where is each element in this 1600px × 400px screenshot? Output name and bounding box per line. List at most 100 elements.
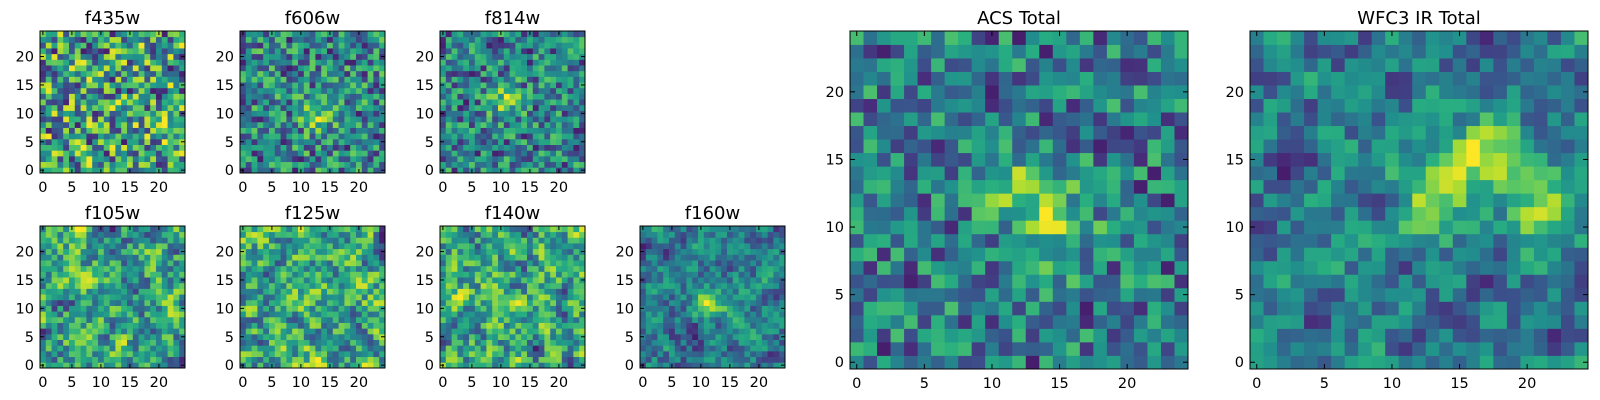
heatmap-cell <box>567 99 574 106</box>
heatmap-cell <box>486 59 493 66</box>
heatmap-cell <box>156 155 163 163</box>
heatmap-cell <box>958 260 973 275</box>
heatmap-cell <box>361 350 368 358</box>
heatmap-cell <box>251 76 258 83</box>
heatmap-cell <box>503 133 510 140</box>
heatmap-cell <box>709 350 716 358</box>
heatmap-cell <box>556 65 563 72</box>
heatmap-cell <box>480 282 487 289</box>
heatmap-cell <box>286 59 293 66</box>
heatmap-cell <box>315 356 322 363</box>
heatmap-cell <box>486 237 493 244</box>
heatmap-cell <box>492 110 499 117</box>
heatmap-cell <box>263 76 270 83</box>
heatmap-cell <box>292 138 299 145</box>
heatmap-cell <box>74 150 81 157</box>
heatmap-cell <box>63 356 70 363</box>
heatmap-cell <box>698 328 705 335</box>
heatmap-cell <box>344 133 351 140</box>
heatmap-cell <box>144 82 151 89</box>
heatmap-cell <box>556 356 563 363</box>
heatmap-cell <box>309 333 316 340</box>
heatmap-cell <box>767 345 774 352</box>
heatmap-cell <box>567 36 574 43</box>
heatmap-cell <box>150 36 157 43</box>
heatmap-cell <box>298 299 305 306</box>
heatmap-cell <box>492 121 499 128</box>
heatmap-cell <box>274 36 281 43</box>
heatmap-cell <box>86 294 93 301</box>
heatmap-cell <box>338 260 345 267</box>
heatmap-cell <box>274 110 281 117</box>
heatmap-cell <box>721 265 728 272</box>
heatmap-cell <box>480 294 487 301</box>
heatmap-cell <box>80 36 87 43</box>
heatmap-cell <box>356 299 363 306</box>
heatmap-cell <box>1120 287 1135 302</box>
heatmap-cell <box>138 93 145 100</box>
heatmap-cell <box>263 48 270 55</box>
heatmap-cell <box>315 99 322 106</box>
heatmap-cell <box>579 282 586 289</box>
heatmap-cell <box>573 362 580 369</box>
heatmap-cell <box>321 116 328 123</box>
heatmap-cell <box>469 237 476 244</box>
heatmap-cell <box>263 277 270 284</box>
heatmap-cell <box>451 82 458 89</box>
heatmap-cell <box>338 70 345 77</box>
heatmap-cell <box>521 248 528 255</box>
heatmap-cell <box>738 328 745 335</box>
heatmap-cell <box>521 231 528 238</box>
heatmap-cell <box>698 305 705 312</box>
heatmap-cell <box>161 110 168 117</box>
heatmap-cell <box>463 288 470 295</box>
heatmap-cell <box>315 31 322 38</box>
heatmap-cell <box>45 362 52 369</box>
heatmap-cell <box>257 93 264 100</box>
heatmap-cell <box>121 260 128 267</box>
heatmap-cell <box>663 333 670 340</box>
heatmap-cell <box>51 277 58 284</box>
heatmap-cell <box>98 265 105 272</box>
heatmap-cell <box>680 265 687 272</box>
heatmap-cell <box>338 144 345 151</box>
heatmap-cell <box>486 133 493 140</box>
heatmap-cell <box>440 48 447 55</box>
heatmap-cell <box>767 311 774 318</box>
heatmap-cell <box>63 93 70 100</box>
heatmap-cell <box>379 271 386 278</box>
heatmap-cell <box>109 231 116 238</box>
heatmap-cell <box>257 42 264 49</box>
heatmap-cell <box>144 305 151 312</box>
heatmap-cell <box>544 345 551 352</box>
heatmap-cell <box>332 328 339 335</box>
heatmap-cell <box>445 356 452 363</box>
heatmap-cell <box>579 48 586 55</box>
heatmap-cell <box>486 161 493 168</box>
plot-frame <box>239 225 386 369</box>
heatmap-cell <box>86 31 93 38</box>
heatmap-cell <box>773 362 780 369</box>
heatmap-cell <box>556 282 563 289</box>
heatmap-cell <box>738 277 745 284</box>
heatmap-cell <box>738 311 745 318</box>
heatmap-cell <box>367 104 374 111</box>
heatmap-cell <box>373 42 380 49</box>
heatmap-cell <box>532 121 539 128</box>
heatmap-cell <box>469 322 476 329</box>
heatmap-cell <box>721 271 728 278</box>
heatmap-cell <box>327 265 334 272</box>
heatmap-cell <box>179 116 186 123</box>
heatmap-cell <box>274 277 281 284</box>
heatmap-cell <box>344 144 351 151</box>
heatmap-cell <box>703 243 710 250</box>
heatmap-cell <box>121 237 128 244</box>
heatmap-cell <box>69 299 76 306</box>
heatmap-cell <box>86 138 93 145</box>
heatmap-cell <box>298 36 305 43</box>
heatmap-cell <box>280 116 287 123</box>
heatmap-cell <box>579 339 586 346</box>
heatmap-cell <box>127 316 134 323</box>
heatmap-cell <box>45 59 52 66</box>
heatmap-cell <box>332 265 339 272</box>
